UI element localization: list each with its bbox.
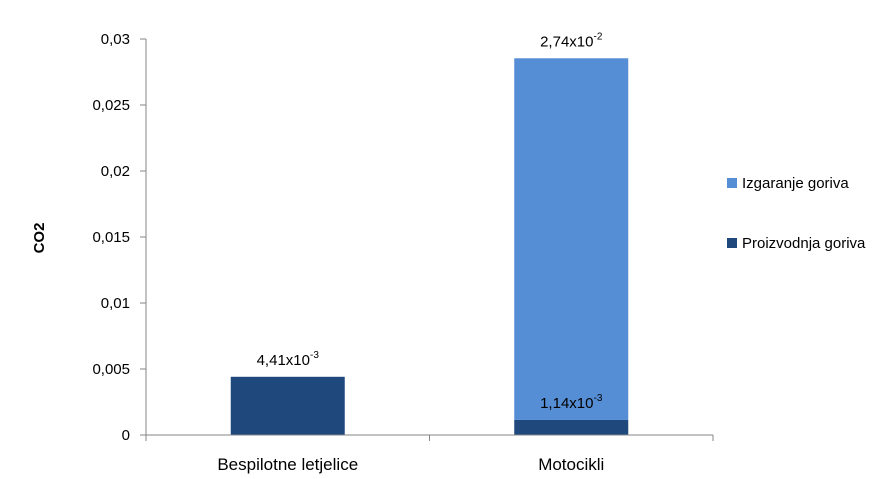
data-label: 2,74x10-2 [540, 31, 603, 50]
bar-proizvodnja-goriva-1 [514, 419, 629, 435]
axes-group [145, 39, 714, 441]
data-label-exponent: -3 [310, 350, 319, 361]
y-tick-label: 0,025 [92, 97, 130, 114]
data-labels-group: 4,41x10-31,14x10-32,74x10-2 [257, 31, 603, 412]
data-label-base: 2,74x10 [540, 33, 593, 50]
bars-group [230, 58, 629, 435]
y-tick-label: 0,015 [92, 229, 130, 246]
data-label-exponent: -2 [593, 31, 602, 42]
y-tick-label: 0,01 [101, 295, 130, 312]
y-axis-ticks: 0 0,005 0,01 0,015 0,02 0,025 0,03 [92, 31, 146, 444]
bar-izgaranje-goriva-1 [514, 58, 629, 420]
y-tick-label: 0,02 [101, 163, 130, 180]
x-category-label: Bespilotne letjelice [217, 455, 358, 474]
bar-proizvodnja-goriva-0 [230, 376, 345, 435]
legend-label: Izgaranje goriva [742, 175, 849, 192]
data-label-base: 4,41x10 [257, 352, 310, 369]
y-axis-title: CO2 [31, 223, 48, 254]
legend-swatch [727, 178, 737, 188]
data-label: 1,14x10-3 [540, 393, 603, 412]
legend-label: Proizvodnja goriva [742, 235, 866, 252]
data-label-base: 1,14x10 [540, 395, 593, 412]
data-label-exponent: -3 [593, 393, 602, 404]
data-label: 4,41x10-3 [257, 350, 320, 369]
y-tick-label: 0,03 [101, 31, 130, 48]
y-tick-label: 0,005 [92, 361, 130, 378]
legend: Izgaranje goriva Proizvodnja goriva [727, 175, 866, 252]
legend-swatch [727, 238, 737, 248]
category-labels-group: Bespilotne letjelice Motocikli [217, 455, 604, 474]
y-tick-label: 0 [122, 427, 130, 444]
x-category-label: Motocikli [538, 455, 604, 474]
